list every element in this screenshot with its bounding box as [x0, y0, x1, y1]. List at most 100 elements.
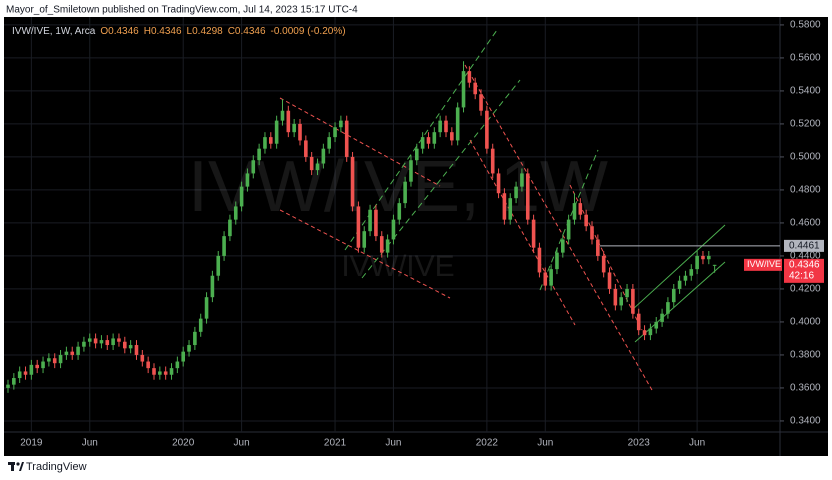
candle-body [707, 255, 711, 260]
candle-body [204, 297, 209, 319]
y-tick-label: 0.5800 [790, 20, 821, 31]
candle-body [210, 275, 215, 298]
candle-body [17, 371, 22, 379]
candle-body [35, 364, 39, 369]
candle-body [561, 239, 565, 253]
candle-body [158, 371, 162, 375]
candle-body [228, 219, 232, 237]
candle-body [403, 181, 407, 204]
x-tick-label: 2022 [476, 438, 499, 449]
logo-shape [11, 462, 14, 471]
legend-close: C0.4346 [227, 26, 266, 37]
candle-body [245, 173, 250, 187]
candle-body [455, 107, 460, 141]
candle-body [239, 186, 244, 207]
x-tick-label: 2020 [172, 438, 195, 449]
candle-body [146, 361, 150, 369]
candle-body [111, 338, 115, 346]
x-tick-label: 2021 [324, 438, 347, 449]
candle-body [64, 351, 69, 355]
candle-body [677, 280, 682, 289]
candle-body [105, 340, 110, 346]
candle-body [47, 358, 51, 362]
candle-body [251, 160, 256, 174]
candle-body [391, 219, 396, 240]
y-tick-label: 0.5000 [790, 152, 821, 163]
candle-body [642, 330, 647, 336]
candle-body [683, 275, 688, 281]
candle-body [309, 156, 314, 171]
candle-body [596, 239, 600, 256]
candle-body [198, 318, 203, 332]
candle-body [666, 302, 670, 314]
trend-line [569, 184, 643, 331]
candle-body [333, 127, 337, 138]
x-tick-label: 2019 [20, 438, 43, 449]
candle-body [362, 231, 367, 248]
y-tick-label: 0.4000 [790, 317, 821, 328]
candle-body [321, 148, 326, 164]
candle-body [344, 120, 349, 157]
candle-body [590, 226, 594, 240]
candle-body [619, 297, 623, 306]
candle-body [286, 110, 291, 133]
candle-body [549, 269, 553, 286]
candle-body [292, 123, 296, 133]
candle-body [525, 173, 530, 220]
legend-symbol: IVW/IVE, 1W, Arca [12, 26, 96, 37]
trend-line [279, 209, 451, 299]
x-tick-label: Jun [537, 438, 553, 449]
candle-body [572, 203, 577, 220]
candle-body [41, 361, 45, 369]
candle-body [479, 94, 483, 111]
legend-change: -0.0009 (-0.20%) [270, 26, 346, 37]
candle-body [169, 368, 174, 375]
candle-body [193, 331, 197, 346]
y-tick-label: 0.4600 [790, 218, 821, 229]
candle-body [444, 120, 448, 133]
candle-body [304, 140, 308, 157]
last-price-label: 0.4346 [789, 259, 820, 270]
chart-background [4, 17, 828, 456]
candle-body [514, 186, 518, 199]
y-tick-label: 0.3600 [790, 383, 821, 394]
logo-shape [19, 462, 24, 471]
candle-body [315, 163, 320, 171]
y-tick-label: 0.5200 [790, 119, 821, 130]
candle-body [23, 371, 28, 375]
price-line-label: 0.4461 [789, 241, 820, 252]
candle-body [327, 137, 331, 149]
candle-body [712, 264, 717, 266]
candle-body [689, 269, 694, 276]
candle-body [181, 351, 185, 362]
candle-body [420, 137, 425, 149]
candle-body [280, 110, 285, 121]
watermark-sub: IVW/IVE [341, 250, 454, 283]
candle-body [578, 203, 583, 215]
candle-body [450, 132, 454, 141]
candle-body [502, 193, 507, 220]
candle-body [508, 198, 513, 220]
symbol-tag [744, 258, 782, 271]
symbol-tag-label: IVW/IVE [747, 259, 781, 269]
candle-body [415, 148, 419, 161]
candle-body [660, 313, 664, 322]
candle-body [654, 321, 659, 329]
candle-body [701, 255, 705, 260]
candle-body [99, 340, 104, 344]
candle-body [123, 341, 127, 349]
candle-body [134, 345, 139, 355]
candle-body [385, 239, 390, 253]
candle-body [117, 338, 121, 342]
legend-low: L0.4298 [186, 26, 223, 37]
candle-body [467, 71, 472, 83]
candle-body [58, 354, 63, 364]
candle-body [625, 288, 629, 298]
y-tick-label: 0.5400 [790, 86, 821, 97]
y-tick-label: 0.3400 [790, 416, 821, 427]
candle-body [601, 255, 606, 273]
candle-body [140, 354, 145, 362]
candle-body [531, 219, 536, 248]
x-tick-label: Jun [234, 438, 250, 449]
